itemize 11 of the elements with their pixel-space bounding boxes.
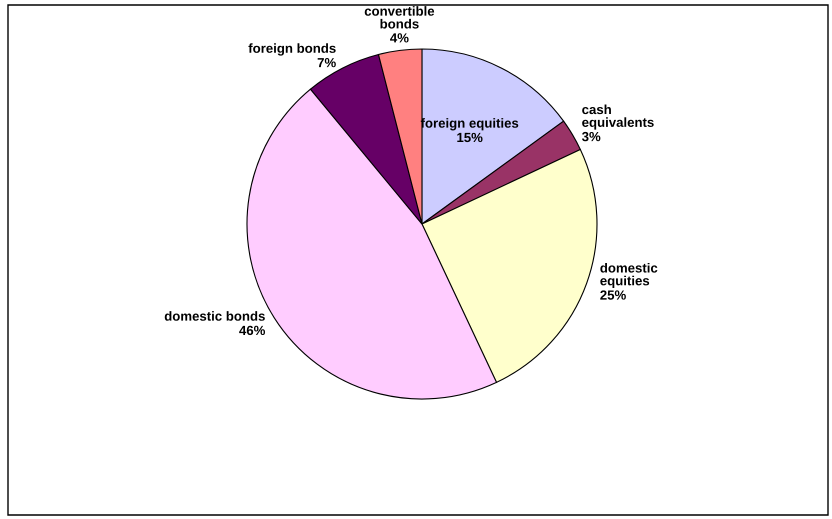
data-label: 4% <box>390 33 409 43</box>
slice-label: convertible bonds <box>364 6 434 29</box>
data-label: 25% <box>600 290 626 300</box>
data-label: 15% <box>457 132 483 142</box>
slice-label: domestic bonds <box>164 311 265 321</box>
data-label: 7% <box>318 58 336 68</box>
slice-label: domestic equities <box>600 262 658 288</box>
data-label: 3% <box>582 132 600 142</box>
slice-label: foreign bonds <box>248 43 336 56</box>
data-label: 46% <box>239 326 266 336</box>
slice-label: cash equivalents <box>582 104 654 130</box>
